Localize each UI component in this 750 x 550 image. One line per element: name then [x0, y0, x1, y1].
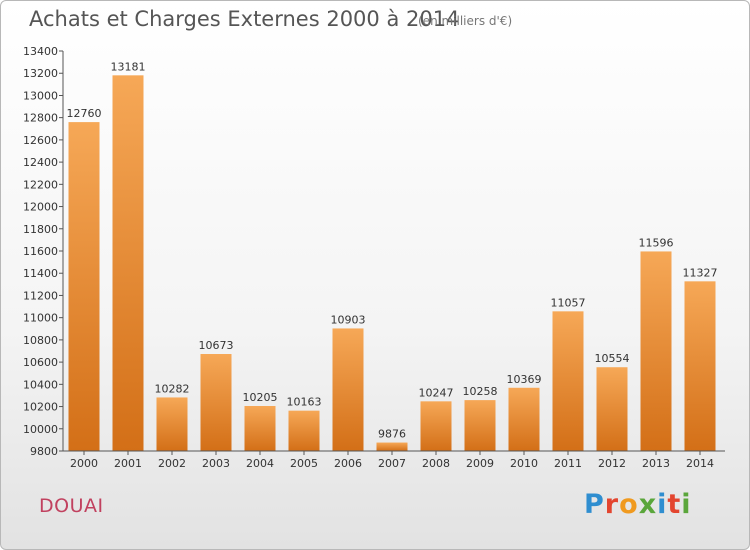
value-label: 9876: [378, 428, 406, 441]
bar-2011: [552, 311, 584, 451]
y-tick-label: 10800: [23, 334, 58, 347]
y-tick-label: 13400: [23, 45, 58, 58]
value-label: 11057: [551, 296, 586, 309]
x-tick-label: 2006: [334, 457, 362, 470]
x-tick-label: 2000: [70, 457, 98, 470]
x-axis: 2000 2001 2002 2003 2004 2005 2006 2007 2008 2009…: [63, 450, 725, 470]
x-tick-label: 2013: [642, 457, 670, 470]
bar-2006: [332, 328, 364, 451]
y-tick-label: 13000: [23, 89, 58, 102]
y-tick-label: 11000: [23, 312, 58, 325]
logo-letter: P: [584, 489, 605, 520]
y-tick-label: 9800: [30, 445, 58, 458]
x-tick-label: 2007: [378, 457, 406, 470]
proxiti-logo: Proxiti: [584, 489, 692, 520]
value-label: 10369: [507, 373, 542, 386]
x-tick-label: 2010: [510, 457, 538, 470]
value-label: 10554: [595, 352, 630, 365]
value-label: 10205: [243, 391, 278, 404]
y-tick-label: 12600: [23, 134, 58, 147]
value-label: 10163: [287, 396, 322, 409]
chart-title: Achats et Charges Externes 2000 à 2014: [29, 7, 460, 31]
bar-2008: [420, 401, 452, 451]
bar-2002: [156, 397, 188, 451]
bar-2004: [244, 406, 276, 451]
chart-unit: (en milliers d'€): [418, 14, 513, 28]
y-tick-label: 12200: [23, 178, 58, 191]
bar-2009: [464, 400, 496, 451]
bar-2013: [640, 251, 672, 451]
x-tick-label: 2011: [554, 457, 582, 470]
y-axis: 9800 10000 10200 10400 10600 10800 11000 11200 1…: [23, 45, 64, 458]
bar-2014: [684, 281, 716, 451]
value-label: 10673: [199, 339, 234, 352]
y-tick-label: 11400: [23, 267, 58, 280]
y-tick-label: 10600: [23, 356, 58, 369]
y-tick-label: 12800: [23, 112, 58, 125]
x-tick-label: 2004: [246, 457, 274, 470]
value-label: 13181: [111, 60, 146, 73]
value-label: 10258: [463, 385, 498, 398]
bar-2007: [376, 442, 408, 451]
y-tick-label: 12400: [23, 156, 58, 169]
bars-group: 12760 13181 10282 10673 10205 10163 10903 9876 1…: [67, 60, 718, 451]
x-tick-label: 2009: [466, 457, 494, 470]
value-label: 11327: [683, 266, 718, 279]
bar-2001: [112, 75, 144, 451]
value-label: 12760: [67, 107, 102, 120]
y-tick-label: 12000: [23, 201, 58, 214]
x-tick-label: 2001: [114, 457, 142, 470]
value-label: 11596: [639, 236, 674, 249]
value-label: 10282: [155, 382, 190, 395]
x-tick-label: 2014: [686, 457, 714, 470]
value-label: 10247: [419, 386, 454, 399]
y-tick-label: 10200: [23, 401, 58, 414]
x-tick-label: 2012: [598, 457, 626, 470]
value-label: 10903: [331, 313, 366, 326]
y-tick-label: 11200: [23, 289, 58, 302]
logo-letter: i: [681, 489, 692, 520]
bar-2000: [68, 122, 100, 451]
logo-letter: t: [667, 489, 682, 520]
logo-letter: r: [604, 489, 620, 520]
x-tick-label: 2002: [158, 457, 186, 470]
y-tick-label: 10400: [23, 378, 58, 391]
y-tick-label: 10000: [23, 423, 58, 436]
bar-2005: [288, 410, 320, 451]
y-tick-label: 11800: [23, 223, 58, 236]
city-name: DOUAI: [39, 495, 104, 517]
logo-letter: i: [657, 489, 668, 520]
y-tick-label: 13200: [23, 67, 58, 80]
bar-2012: [596, 367, 628, 451]
logo-letter: o: [619, 489, 639, 520]
bar-2003: [200, 354, 232, 451]
y-tick-label: 11600: [23, 245, 58, 258]
x-tick-label: 2008: [422, 457, 450, 470]
logo-letter: x: [638, 489, 658, 520]
x-tick-label: 2003: [202, 457, 230, 470]
x-tick-label: 2005: [290, 457, 318, 470]
bar-2010: [508, 387, 540, 451]
